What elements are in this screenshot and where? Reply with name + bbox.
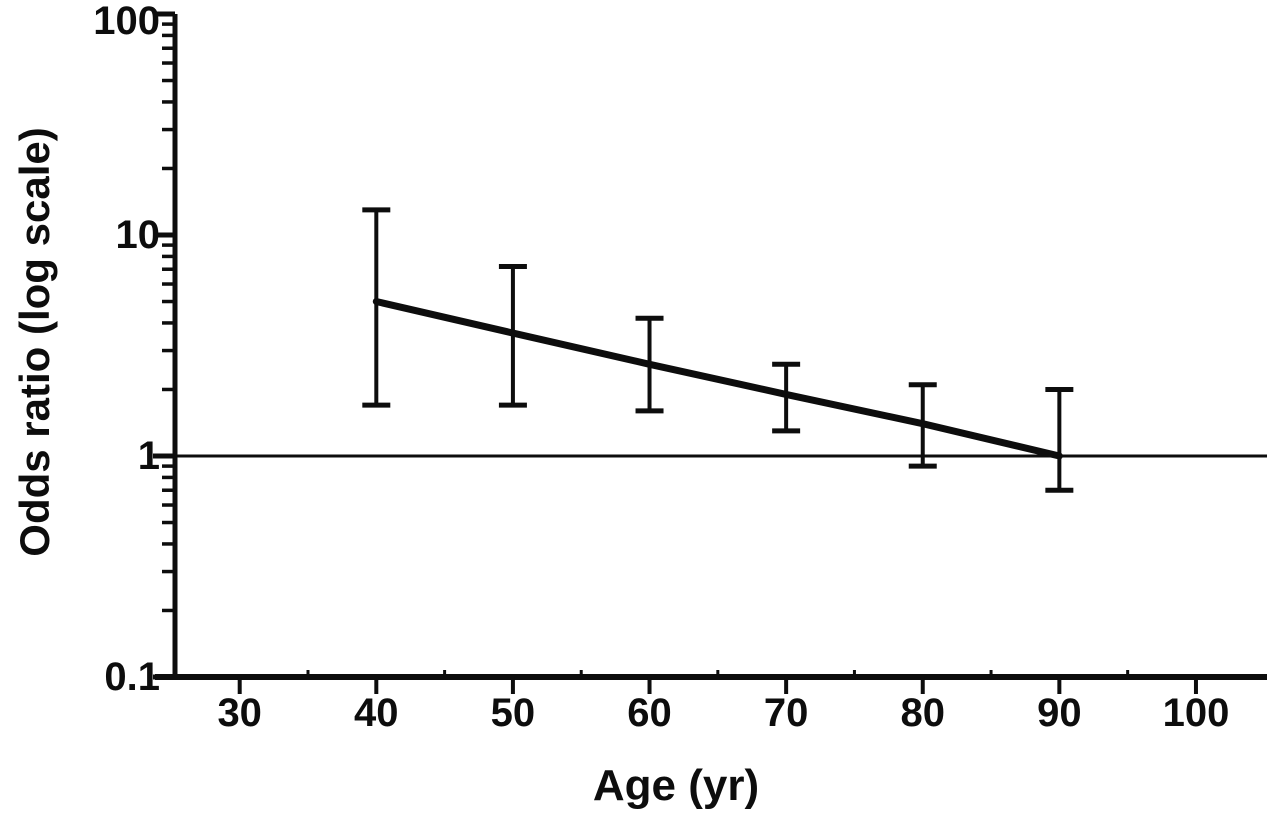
- x-tick-label: 90: [1037, 691, 1082, 735]
- x-axis-title: Age (yr): [592, 761, 760, 810]
- y-tick-label: 1: [138, 434, 160, 478]
- x-tick-label: 100: [1163, 691, 1230, 735]
- x-tick-label: 60: [627, 691, 672, 735]
- trend-line: [372, 298, 1063, 460]
- y-tick-label: 0.1: [104, 655, 160, 699]
- x-tick-label: 80: [900, 691, 945, 735]
- x-tick-label: 70: [764, 691, 809, 735]
- y-tick-label: 100: [93, 0, 160, 43]
- y-tick-label: 10: [116, 213, 161, 257]
- y-axis-title: Odds ratio (log scale): [11, 127, 58, 557]
- x-tick-label: 50: [491, 691, 536, 735]
- x-tick-label: 30: [217, 691, 262, 735]
- x-tick-label: 40: [354, 691, 399, 735]
